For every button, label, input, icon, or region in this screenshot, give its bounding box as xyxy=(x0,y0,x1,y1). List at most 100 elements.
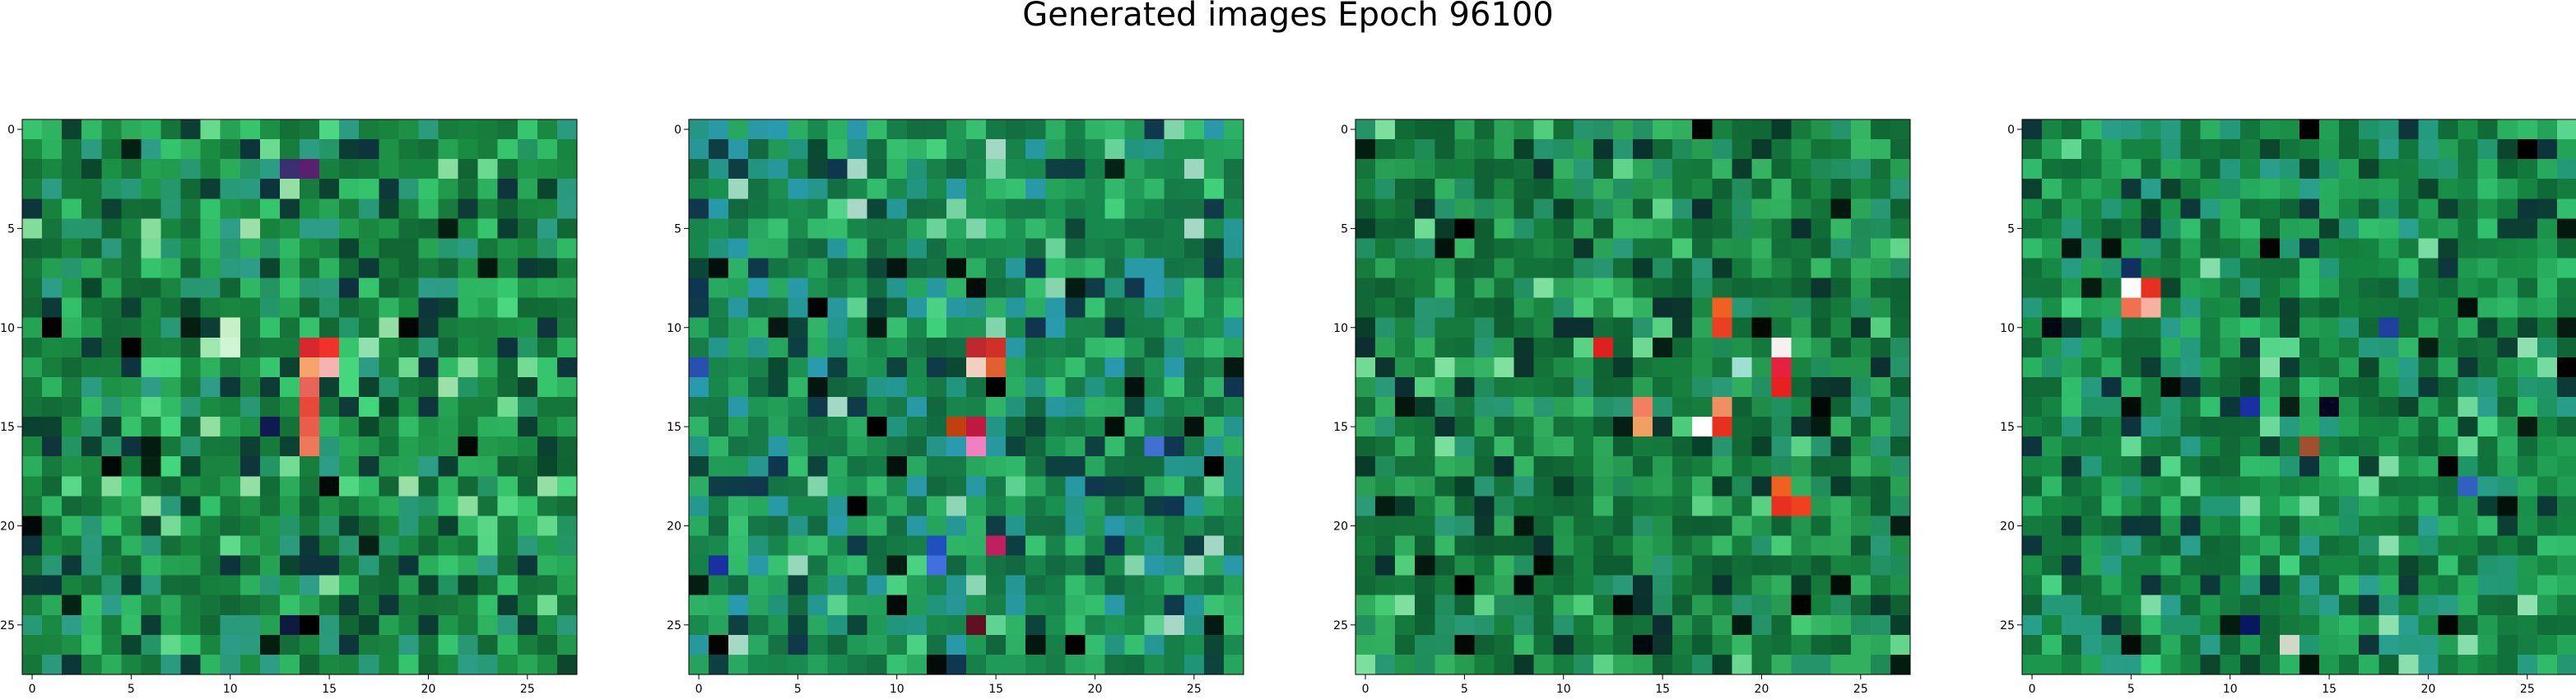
pixel xyxy=(728,119,749,140)
pixel xyxy=(2022,496,2043,517)
pixel xyxy=(2220,317,2241,338)
pixel xyxy=(1791,417,1812,437)
pixel xyxy=(1124,337,1146,358)
pixel xyxy=(220,417,241,437)
pixel xyxy=(2477,179,2499,199)
pixel xyxy=(2121,179,2142,199)
pixel xyxy=(497,159,518,180)
pixel xyxy=(1751,278,1773,299)
pixel xyxy=(556,595,578,616)
pixel xyxy=(1593,159,1614,180)
pixel xyxy=(1203,535,1225,557)
pixel xyxy=(1533,179,1555,199)
pixel xyxy=(2062,376,2082,398)
pixel xyxy=(1144,516,1165,537)
pixel xyxy=(2477,417,2499,437)
pixel xyxy=(1732,654,1753,675)
pixel xyxy=(81,436,102,457)
pixel xyxy=(847,317,868,338)
pixel xyxy=(2536,476,2558,497)
pixel xyxy=(1454,317,1476,338)
pixel xyxy=(2141,595,2162,616)
pixel xyxy=(966,516,987,537)
pixel xyxy=(279,516,300,537)
pixel xyxy=(1751,119,1773,140)
pixel xyxy=(556,614,578,636)
pixel xyxy=(62,258,82,279)
pixel xyxy=(180,139,202,160)
pixel xyxy=(2517,297,2538,319)
pixel xyxy=(180,119,202,140)
pixel xyxy=(458,218,479,240)
pixel xyxy=(2378,337,2399,358)
pixel xyxy=(121,476,142,497)
pixel xyxy=(2517,258,2538,279)
pixel xyxy=(768,317,788,338)
pixel xyxy=(1672,278,1693,299)
pixel xyxy=(1375,456,1396,477)
pixel xyxy=(2101,238,2122,259)
pixel xyxy=(886,575,908,596)
pixel xyxy=(1124,159,1146,180)
pixel xyxy=(1183,218,1205,240)
pixel xyxy=(748,417,769,437)
pixel xyxy=(1612,654,1634,675)
pixel xyxy=(689,436,709,457)
pixel xyxy=(2101,119,2122,140)
pixel xyxy=(2418,595,2439,616)
pixel xyxy=(1514,357,1535,378)
pixel xyxy=(2517,634,2538,656)
pixel xyxy=(497,397,518,418)
pixel xyxy=(986,555,1007,576)
pixel xyxy=(319,218,340,240)
pixel xyxy=(556,218,578,240)
pixel xyxy=(259,337,281,358)
pixel xyxy=(1751,654,1773,675)
pixel xyxy=(1514,634,1535,656)
pixel xyxy=(379,614,399,636)
pixel xyxy=(2299,476,2320,497)
pixel xyxy=(1514,376,1535,398)
pixel xyxy=(2299,179,2320,199)
pixel xyxy=(2279,159,2300,180)
pixel xyxy=(339,397,360,418)
pixel xyxy=(62,317,82,338)
pixel xyxy=(986,654,1007,675)
pixel xyxy=(319,417,340,437)
pixel xyxy=(1890,496,1911,517)
pixel xyxy=(101,317,122,338)
pixel xyxy=(180,397,202,418)
pixel xyxy=(2536,496,2558,517)
pixel xyxy=(1593,436,1614,457)
y-tick-label: 20 xyxy=(0,520,15,533)
pixel xyxy=(1653,278,1673,299)
pixel xyxy=(1144,654,1165,675)
pixel xyxy=(1830,595,1852,616)
pixel xyxy=(807,496,829,517)
pixel xyxy=(1355,198,1376,219)
pixel xyxy=(2279,179,2300,199)
pixel xyxy=(2378,555,2399,576)
pixel xyxy=(827,198,849,219)
pixel xyxy=(1771,456,1793,477)
pixel xyxy=(438,397,459,418)
pixel xyxy=(200,476,221,497)
pixel xyxy=(847,397,868,418)
pixel xyxy=(1065,357,1086,378)
pixel xyxy=(2081,139,2102,160)
pixel xyxy=(2319,496,2340,517)
pixel xyxy=(517,357,538,378)
pixel xyxy=(1653,357,1673,378)
pixel xyxy=(2517,278,2538,299)
pixel xyxy=(2299,397,2320,418)
x-tick-label: 0 xyxy=(29,683,36,696)
pixel xyxy=(1573,397,1594,418)
pixel xyxy=(1045,535,1066,557)
pixel xyxy=(2339,297,2360,319)
pixel xyxy=(748,614,769,636)
pixel xyxy=(2042,516,2062,537)
pixel xyxy=(2042,278,2062,299)
pixel xyxy=(1533,595,1555,616)
pixel xyxy=(1771,238,1793,259)
pixel xyxy=(279,436,300,457)
